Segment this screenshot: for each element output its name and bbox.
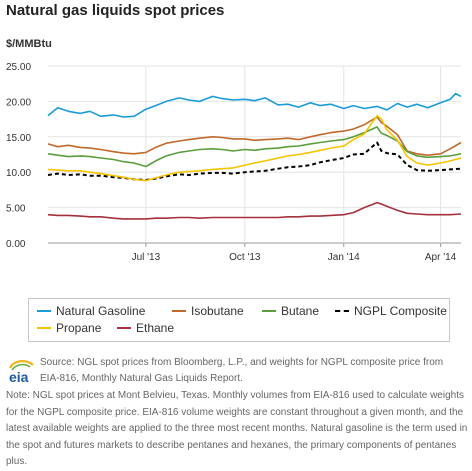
legend-item-butane[interactable]: Butane: [262, 304, 319, 318]
chart-note: Note: NGL spot prices at Mont Belvieu, T…: [6, 390, 468, 468]
legend-item-ngpl-composite[interactable]: NGPL Composite: [335, 304, 447, 318]
chart-legend: Natural Gasoline Isobutane Butane NGPL C…: [28, 298, 450, 342]
legend-item-ethane[interactable]: Ethane: [117, 321, 174, 335]
x-axis-ticks: Jul '13 Oct '13 Jan '14 Apr '14: [132, 243, 457, 263]
series-line-natural-gasoline: [47, 92, 462, 118]
series-line-butane: [47, 126, 462, 168]
legend-label: Propane: [56, 321, 102, 335]
svg-text:eia: eia: [9, 369, 29, 385]
series-line-propane: [47, 114, 462, 182]
y-axis-unit: $/MMBtu: [6, 38, 52, 50]
eia-logo: eia: [9, 360, 34, 385]
series-line-ethane: [47, 201, 462, 220]
legend-item-isobutane[interactable]: Isobutane: [172, 304, 244, 318]
legend-label: Ethane: [136, 321, 175, 335]
y-tick-label: 25.00: [6, 62, 31, 73]
legend-label: Butane: [281, 304, 320, 318]
chart-title: Natural gas liquids spot prices: [6, 2, 225, 19]
source-text: Source: NGL spot prices from Bloomberg, …: [40, 357, 444, 384]
legend-label: NGPL Composite: [354, 304, 447, 318]
legend-label: Isobutane: [191, 304, 244, 318]
y-tick-label: 5.00: [6, 204, 26, 215]
legend-swatch-butane: [262, 309, 276, 312]
x-tick-label: Jul '13: [132, 252, 161, 263]
legend-swatch-natural-gasoline: [37, 309, 51, 312]
legend-swatch-isobutane: [172, 309, 186, 312]
series-lines: [47, 92, 462, 220]
y-tick-label: 15.00: [6, 133, 31, 144]
line-chart: 0.00 5.00 10.00 15.00 20.00 25.00 Jul '13 Oct …: [6, 62, 462, 263]
x-tick-label: Oct '13: [229, 252, 261, 263]
legend-item-propane[interactable]: Propane: [37, 321, 101, 335]
x-tick-label: Apr '14: [425, 252, 457, 263]
legend-item-natural-gasoline[interactable]: Natural Gasoline: [37, 304, 145, 318]
series-line-ngpl-composite: [47, 141, 462, 181]
legend-label: Natural Gasoline: [56, 304, 146, 318]
y-tick-label: 20.00: [6, 97, 31, 108]
legend-swatch-propane: [37, 326, 51, 329]
legend-swatch-ethane: [117, 326, 131, 329]
y-tick-label: 10.00: [6, 168, 31, 179]
y-tick-label: 0.00: [6, 239, 26, 250]
x-tick-label: Jan '14: [328, 252, 360, 263]
series-line-isobutane: [47, 116, 462, 156]
y-axis-ticks: 0.00 5.00 10.00 15.00 20.00 25.00: [6, 62, 31, 250]
legend-swatch-ngpl-composite: [335, 309, 349, 312]
gridlines: [48, 65, 461, 244]
